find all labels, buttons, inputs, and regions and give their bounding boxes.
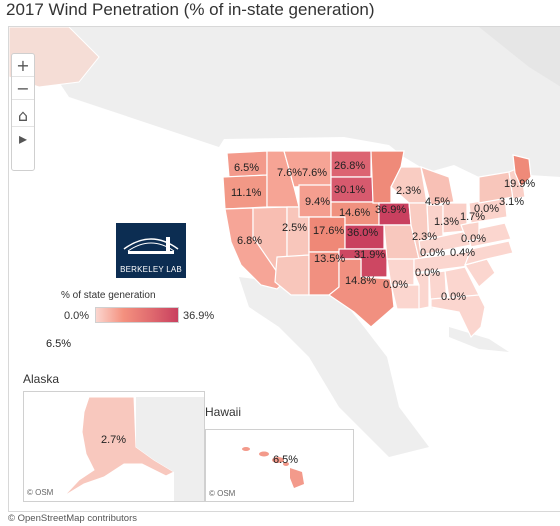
home-button[interactable]: ⌂ <box>12 104 34 127</box>
alaska-inset-label: Alaska <box>23 372 60 386</box>
logo-text: BERKELEY LAB <box>120 265 182 274</box>
zoom-out-button[interactable]: − <box>12 77 34 100</box>
page-title: 2017 Wind Penetration (% of in-state gen… <box>6 0 375 19</box>
map-view[interactable]: 6.5% 11.1% 6.8% 2.5% 7.6% 7.6% 9.4% 17.6% 13.5% 2… <box>8 26 560 512</box>
state-value-co: 17.6% <box>313 225 345 237</box>
legend-color-ramp <box>95 307 179 323</box>
state-value-il: 2.3% <box>412 231 438 243</box>
legend-min: 0.0% <box>64 310 90 322</box>
state-value-me: 19.9% <box>504 178 536 190</box>
base-map <box>9 27 560 457</box>
hawaii-inset[interactable]: 6.5% © OSM <box>205 429 354 502</box>
state-value-ia: 36.9% <box>375 204 407 216</box>
state-value-la: 0.0% <box>415 267 441 279</box>
state-value-hi_small: 6.5% <box>46 338 72 350</box>
state-value-ca: 6.8% <box>237 235 263 247</box>
state-value-ny: 3.1% <box>499 196 525 208</box>
state-value-id: 7.6% <box>277 167 303 179</box>
state-value-oh: 1.7% <box>460 211 486 223</box>
state-value-tx: 14.8% <box>345 275 377 287</box>
state-value-ok: 31.9% <box>354 249 386 261</box>
state-value-tn: 0.0% <box>420 247 446 259</box>
lab-building-icon <box>123 237 179 254</box>
state-value-sd: 30.1% <box>334 184 366 196</box>
state-tx <box>327 258 395 328</box>
state-value-pa: 0.0% <box>474 203 500 215</box>
state-value-nm: 13.5% <box>314 253 346 265</box>
hawaii-map <box>242 447 304 488</box>
cuba-land <box>449 327 509 352</box>
state-value-ne: 14.6% <box>339 207 371 219</box>
hawaii-value: 6.5% <box>273 454 299 466</box>
state-mi <box>420 166 455 206</box>
map-attribution: © OpenStreetMap contributors <box>8 513 137 524</box>
hawaii-inset-label: Hawaii <box>205 405 242 419</box>
alaska-inset[interactable]: 2.7% © OSM <box>23 391 205 502</box>
state-value-fl: 0.0% <box>441 291 467 303</box>
state-fl <box>430 294 486 339</box>
state-value-in: 1.3% <box>434 216 460 228</box>
greenland-land <box>479 27 560 87</box>
state-value-wv: 0.4% <box>450 247 476 259</box>
state-value-ar: 0.0% <box>383 279 409 291</box>
state-value-or: 11.1% <box>231 187 262 199</box>
state-az <box>274 254 310 296</box>
state-ms <box>413 272 430 310</box>
berkeley-lab-logo: BERKELEY LAB <box>116 223 186 278</box>
state-value-mi: 4.5% <box>425 196 451 208</box>
legend-max: 36.9% <box>183 310 215 322</box>
zoom-in-button[interactable]: + <box>12 54 34 77</box>
legend-title: % of state generation <box>61 290 156 301</box>
alaska-map <box>63 396 204 501</box>
state-nc <box>464 240 514 266</box>
pan-button[interactable]: ▸ <box>18 128 28 148</box>
alaska-value: 2.7% <box>101 434 127 446</box>
state-value-mt: 7.6% <box>302 167 328 179</box>
state-value-ky: 0.0% <box>461 233 487 245</box>
state-value-nv: 2.5% <box>282 222 308 234</box>
state-value-wa: 6.5% <box>234 162 260 174</box>
state-value-nd: 26.8% <box>334 160 366 172</box>
alaska-osm-credit: © OSM <box>27 488 54 497</box>
hawaii-osm-credit: © OSM <box>209 489 236 498</box>
mexico-land <box>239 277 429 457</box>
map-zoom-controls: + − ⌂ ▸ <box>11 53 35 171</box>
canada-land <box>9 27 560 187</box>
state-value-wy: 9.4% <box>305 196 331 208</box>
state-value-ks: 36.0% <box>347 227 379 239</box>
state-value-wi: 2.3% <box>396 185 422 197</box>
state-id <box>266 150 300 208</box>
state-me <box>512 154 532 189</box>
